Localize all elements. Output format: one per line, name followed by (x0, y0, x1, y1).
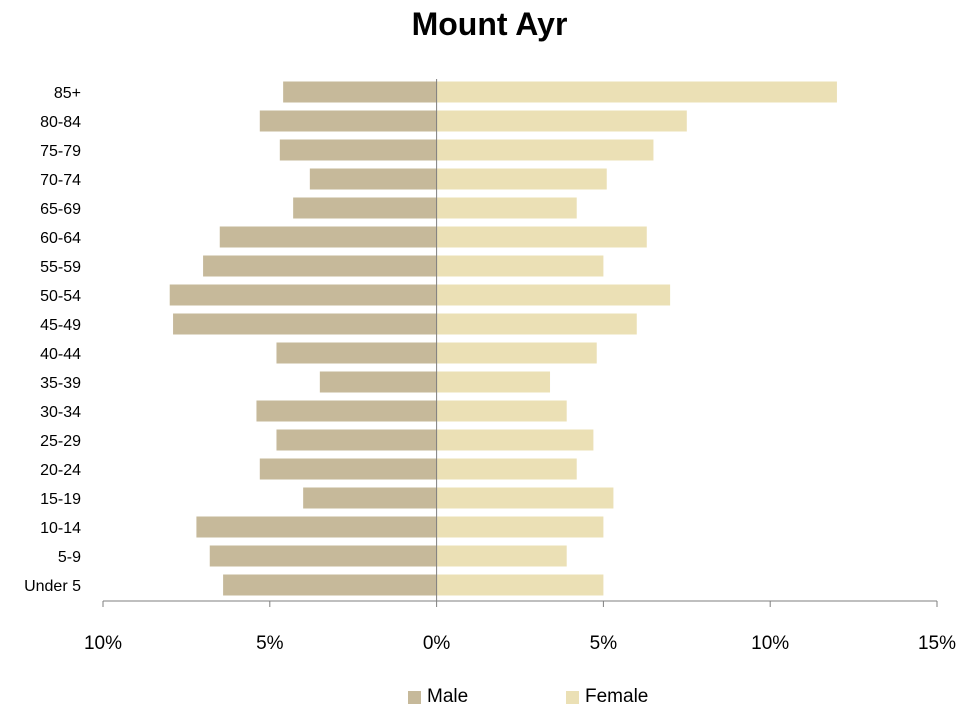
bar-female-35-39 (436, 371, 551, 393)
legend-swatch-female (566, 690, 579, 704)
chart-title: Mount Ayr (411, 6, 568, 42)
bar-male-50-54 (169, 284, 437, 306)
x-tick-label: 10% (751, 633, 789, 654)
x-tick-label: 10% (84, 633, 122, 654)
category-label: 35-39 (40, 375, 81, 392)
category-label: 50-54 (40, 288, 81, 305)
bar-male-30-34 (256, 400, 437, 422)
legend-swatch-male (408, 690, 421, 704)
bar-male-70-74 (309, 168, 437, 190)
bar-female-70-74 (436, 168, 607, 190)
category-label: 70-74 (40, 172, 81, 189)
category-label: 20-24 (40, 462, 81, 479)
legend-item-male: Male (408, 686, 468, 708)
bar-female-30-34 (436, 400, 567, 422)
bar-male-55-59 (203, 255, 437, 277)
bar-female-5-9 (436, 545, 567, 567)
bar-female-50-54 (436, 284, 671, 306)
bar-female-60-64 (436, 226, 647, 248)
category-label: Under 5 (24, 578, 81, 595)
category-label: 5-9 (58, 549, 81, 566)
bar-male-20-24 (259, 458, 437, 480)
bar-female-75-79 (436, 139, 654, 161)
category-label: 65-69 (40, 201, 81, 218)
bar-female-10-14 (436, 516, 604, 538)
bar-female-under-5 (436, 574, 604, 596)
bar-male-10-14 (196, 516, 437, 538)
bar-male-35-39 (319, 371, 437, 393)
category-label: 45-49 (40, 317, 81, 334)
category-label: 60-64 (40, 230, 81, 247)
bar-male-under-5 (223, 574, 437, 596)
bar-female-45-49 (436, 313, 637, 335)
x-tick-label: 5% (590, 633, 618, 654)
bar-male-65-69 (293, 197, 437, 219)
bar-male-85+ (283, 81, 437, 103)
x-tick-label: 5% (256, 633, 284, 654)
bar-female-15-19 (436, 487, 614, 509)
legend-item-female: Female (566, 686, 648, 708)
category-label: 85+ (54, 85, 81, 102)
bar-male-80-84 (259, 110, 437, 132)
legend: Male Female (0, 686, 979, 710)
category-label: 75-79 (40, 143, 81, 160)
bar-female-80-84 (436, 110, 687, 132)
bar-female-40-44 (436, 342, 597, 364)
legend-label-male: Male (427, 686, 469, 707)
bar-male-5-9 (209, 545, 437, 567)
legend-label-female: Female (585, 686, 649, 707)
category-label: 15-19 (40, 491, 81, 508)
bar-male-60-64 (219, 226, 437, 248)
bar-female-65-69 (436, 197, 577, 219)
x-tick-label: 15% (918, 633, 956, 654)
bar-male-40-44 (276, 342, 437, 364)
category-label: 40-44 (40, 346, 81, 363)
category-label: 25-29 (40, 433, 81, 450)
category-label: 80-84 (40, 114, 81, 131)
category-label: 10-14 (40, 520, 81, 537)
bar-male-45-49 (173, 313, 437, 335)
category-label: 30-34 (40, 404, 81, 421)
category-label: 55-59 (40, 259, 81, 276)
bar-female-25-29 (436, 429, 594, 451)
category-labels: 85+ 80-84 75-79 70-74 65-69 60-64 55-59 50-54 45… (24, 85, 81, 595)
bars-group (169, 81, 837, 596)
bar-male-75-79 (279, 139, 437, 161)
bar-female-55-59 (436, 255, 604, 277)
bar-female-85+ (436, 81, 837, 103)
axes-group: 10% 5% 0% 5% 10% 15% (84, 79, 956, 654)
bar-female-20-24 (436, 458, 577, 480)
x-tick-label: 0% (423, 633, 451, 654)
bar-male-15-19 (303, 487, 437, 509)
bar-male-25-29 (276, 429, 437, 451)
